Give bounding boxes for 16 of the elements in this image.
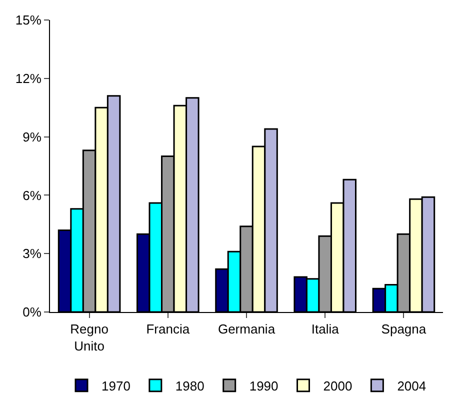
y-tick-label: 6% (22, 188, 42, 203)
legend-label: 1990 (249, 378, 278, 394)
legend-label: 2004 (397, 378, 426, 394)
x-tick-label: Italia (311, 322, 340, 337)
y-tick-label: 12% (15, 70, 42, 86)
y-tick-label: 9% (22, 129, 42, 144)
legend-label: 1970 (102, 378, 130, 394)
legend-label: 1980 (175, 378, 204, 394)
x-tick-label: Germania (218, 322, 276, 337)
y-tick-label: 15% (15, 12, 42, 28)
x-tick-label: Francia (146, 322, 190, 337)
x-tick-label: Regno Unito (70, 322, 108, 354)
y-tick-label: 0% (22, 304, 42, 320)
x-tick-label: Spagna (381, 322, 427, 337)
y-tick-label: 3% (22, 246, 42, 262)
legend-label: 2000 (323, 378, 352, 394)
